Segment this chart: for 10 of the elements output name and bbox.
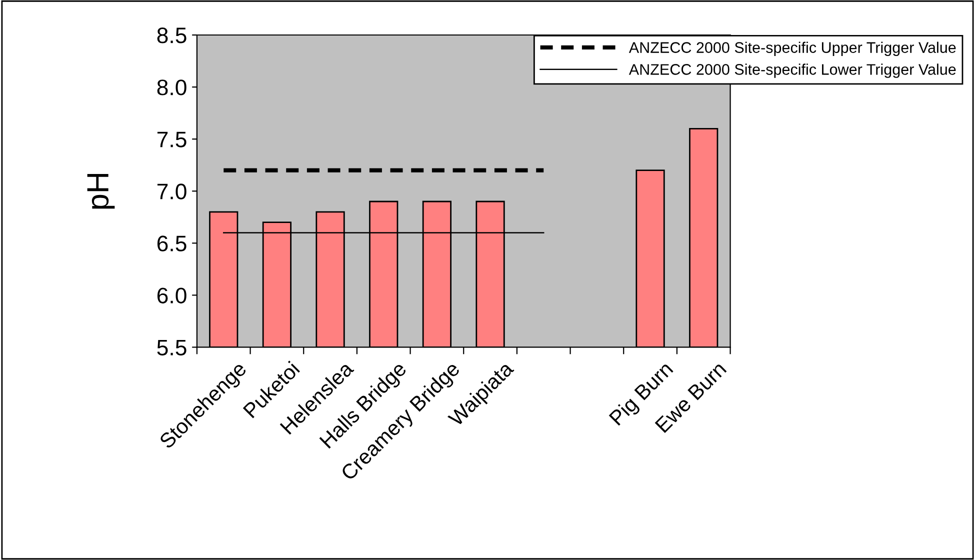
y-axis-title: pH [87, 174, 115, 209]
y-tick-label: 6.5 [157, 236, 186, 252]
legend-label: ANZECC 2000 Site-specific Lower Trigger Value [628, 64, 956, 78]
y-tick-label: 7.0 [157, 184, 186, 200]
y-tick-label: 7.5 [157, 132, 186, 148]
legend-label: ANZECC 2000 Site-specific Upper Trigger Value [628, 42, 956, 56]
y-tick-label: 8.5 [157, 28, 186, 44]
y-tick-label: 5.5 [157, 340, 186, 356]
y-tick-label: 6.0 [157, 288, 186, 304]
y-tick-label: 8.0 [157, 80, 186, 96]
